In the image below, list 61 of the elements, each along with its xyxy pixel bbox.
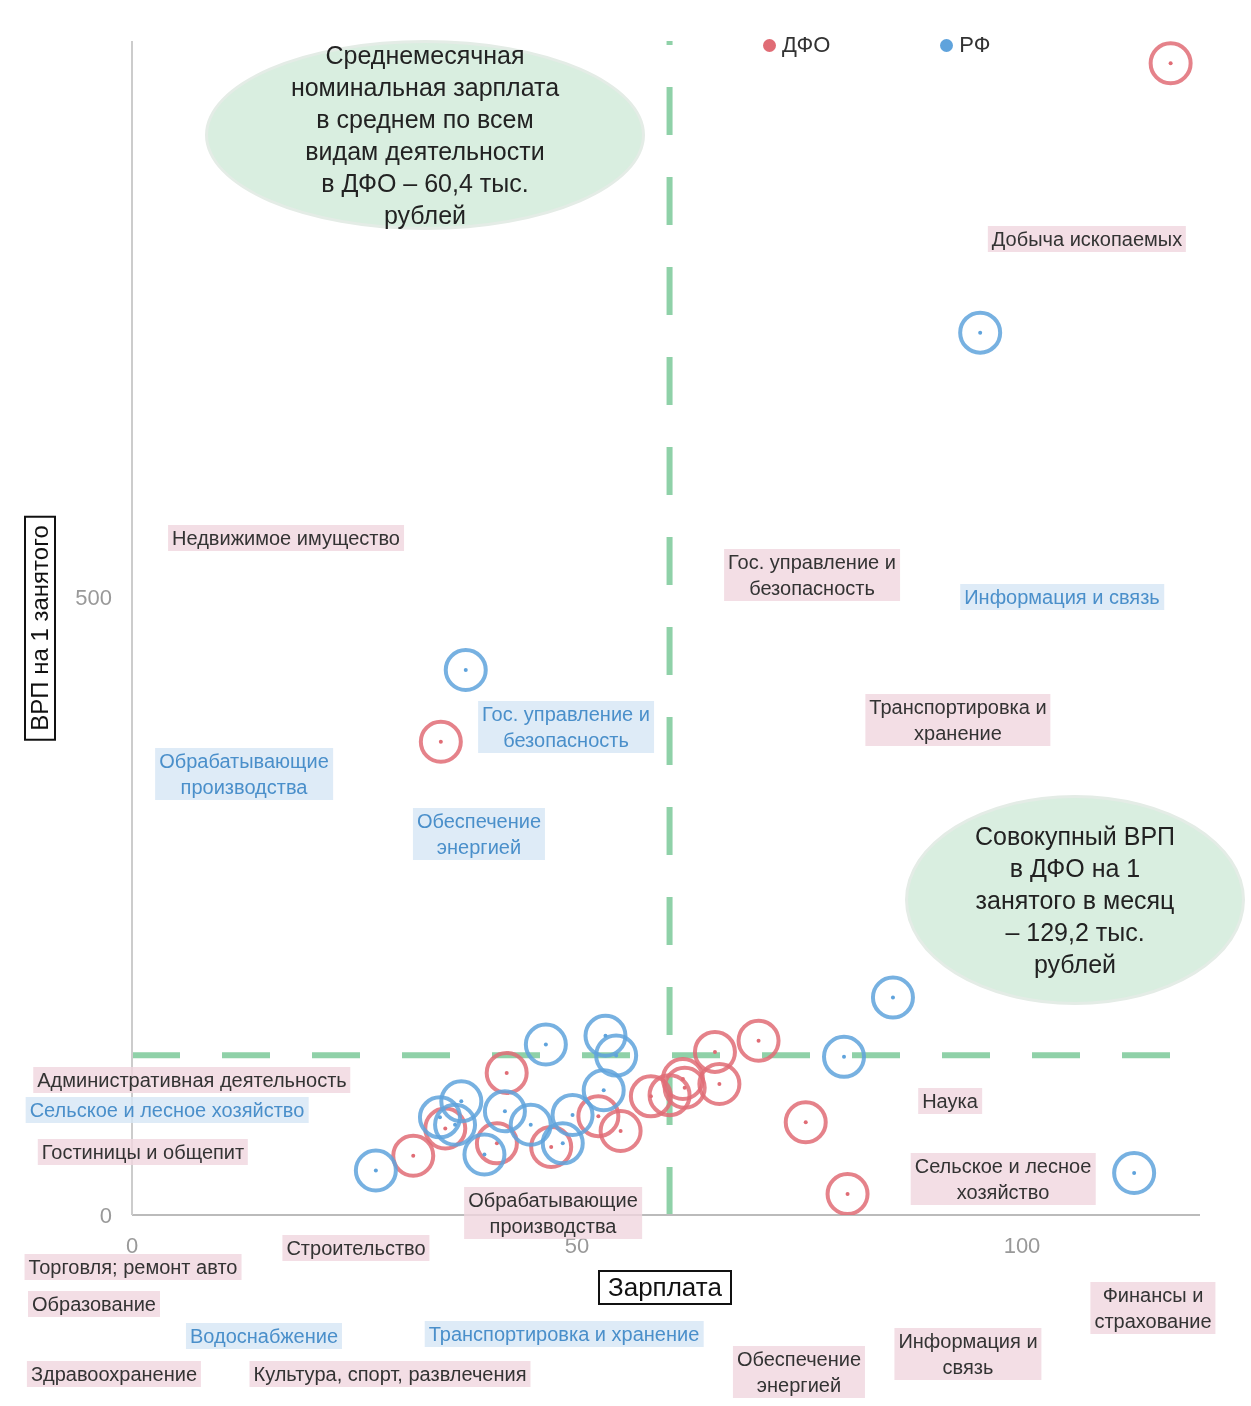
point [523,1022,568,1067]
annotation: Добыча ископаемых [987,226,1187,252]
point [508,1102,553,1147]
annotation: Наука [918,1088,982,1114]
point [598,1108,643,1153]
annotation: Недвижимое имущество [168,525,404,551]
point [482,1089,527,1134]
annotation: Административная деятельность [33,1067,351,1093]
annotation: Гос. управление и безопасность [478,701,654,753]
text: Культура, спорт, развлечения [249,1361,531,1387]
point [550,1092,595,1137]
y-tick-label: 500 [75,584,112,610]
point [439,1079,484,1124]
legend-label: ДФО [781,32,831,58]
point [583,1013,628,1058]
text: Транспортировка и хранение [424,1321,704,1347]
point [958,310,1003,355]
text: Образование [28,1291,160,1317]
point [462,1132,507,1177]
x-tick-label: 100 [1003,1232,1041,1258]
annotation: Обеспечение энергией [412,808,546,860]
annotation: Гос. управление и безопасность [724,549,900,601]
text: Здравоохранение [26,1361,202,1387]
point [660,1057,705,1102]
annotation: Информация и связь [960,584,1164,610]
annotation: Сельское и лесное хозяйство [25,1097,309,1123]
point [647,1073,692,1118]
annotation: Совокупный ВРП в ДФО на 1 занятого в месяц – 129,2 тыс. рублей [973,821,1177,980]
point [1148,41,1193,86]
legend-label: РФ [958,32,991,58]
x-axis-title: Зарплата [598,1270,732,1305]
point [433,1102,478,1147]
point [736,1018,781,1063]
y-axis-title: ВРП на 1 занятого [24,515,56,741]
text: Обеспечение энергией [732,1346,866,1398]
annotation: Транспортировка и хранение [865,694,1051,746]
text: Информация и связь [894,1328,1042,1380]
point [870,975,915,1020]
annotation: Гостиницы и общепит [37,1139,249,1165]
point [443,648,488,693]
text: Торговля; ремонт авто [24,1254,242,1280]
point [697,1062,742,1107]
point [662,1065,707,1110]
text: Строительство [282,1235,430,1261]
point [594,1033,639,1078]
point [692,1029,737,1074]
point [353,1148,398,1193]
point [581,1068,626,1113]
point [628,1074,673,1119]
point [825,1171,870,1215]
point [418,719,463,764]
annotation: Среднемесячная номинальная зарплата в среднем по всем видам деятельности в ДФО – 60,4 тыс. рублей [289,40,561,231]
text: Финансы и страхование [1090,1282,1216,1334]
point [540,1121,585,1166]
annotation: Сельское и лесное хозяйство [910,1153,1096,1205]
point [1112,1150,1157,1195]
text: Водоснабжение [185,1323,343,1349]
annotation: Обрабатывающие производства [155,748,333,800]
point [417,1095,462,1140]
point [783,1100,828,1145]
point [822,1034,866,1079]
